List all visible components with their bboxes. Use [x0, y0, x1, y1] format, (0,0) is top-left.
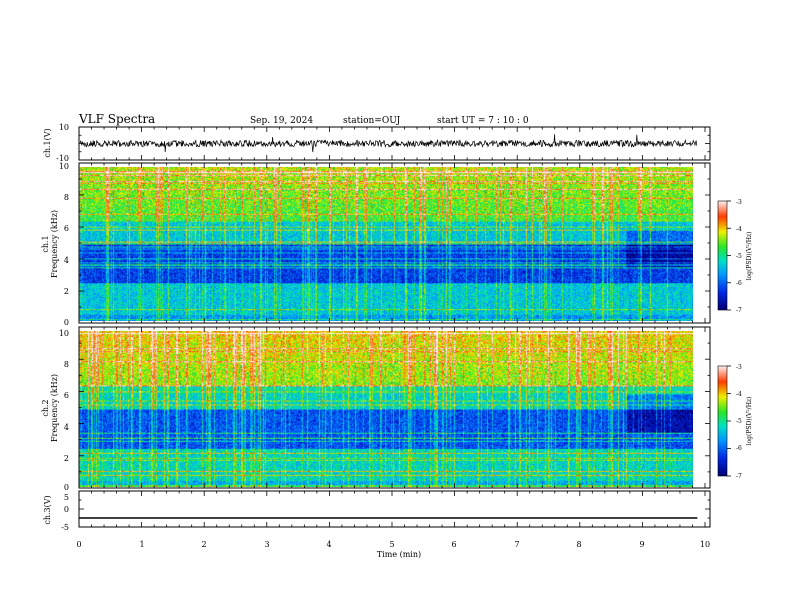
ch3-wave-ytick-label: -5	[61, 523, 69, 532]
ch1-spec-ytick-label: 0	[64, 318, 69, 327]
ch2-colorbar-label: log(PSD)(V²/Hz)	[746, 397, 753, 446]
ch2-spec-ytick-label: 8	[64, 360, 69, 369]
xtick-label: 7	[514, 540, 519, 549]
xtick-label: 8	[576, 540, 581, 549]
xtick-label: 9	[639, 540, 644, 549]
ch1-colorbar-tick-label: -6	[736, 280, 742, 287]
ch1-colorbar-tick-label: -3	[736, 199, 742, 206]
ch3-wave-ytick-label: 5	[64, 493, 69, 502]
ch1-wave-ylabel: ch.1(V)	[43, 128, 52, 157]
figure-date: Sep. 19, 2024	[250, 116, 313, 126]
ch3-wave-ylabel: ch.3(V)	[43, 495, 52, 524]
ch3-waveform-frame	[78, 490, 711, 528]
ch1-wave-ytick-label: -10	[56, 154, 69, 163]
xaxis-title: Time (min)	[377, 550, 421, 559]
ch1-spec-ylabel-channel: ch.1	[41, 235, 50, 252]
ch2-spec-ylabel-frequency: Frequency (kHz)	[50, 374, 59, 442]
xtick-label: 10	[700, 540, 710, 549]
xtick-label: 6	[451, 540, 456, 549]
xtick-label: 2	[201, 540, 206, 549]
ch1-spec-ytick-label: 8	[64, 193, 69, 202]
ch2-colorbar-tick-label: -5	[736, 418, 742, 425]
ch1-waveform-trace	[79, 134, 698, 153]
ch1-spectrogram-image	[79, 167, 693, 321]
ch1-colorbar-tick-label: -4	[736, 226, 742, 233]
ch2-colorbar-tick-label: -4	[736, 391, 742, 398]
ch2-colorbar-tick-label: -7	[736, 473, 742, 480]
figure-start-time: start UT = 7 : 10 : 0	[437, 116, 529, 126]
xtick-label: 3	[264, 540, 269, 549]
ch1-colorbar-tick-label: -5	[736, 253, 742, 260]
ch1-wave-ytick-label: 10	[59, 123, 69, 132]
ch1-spec-ytick-label: 4	[64, 256, 69, 265]
ch2-spec-ytick-label: 4	[64, 423, 69, 432]
ch2-spec-ylabel-channel: ch.2	[41, 399, 50, 416]
ch1-colorbar	[718, 201, 727, 310]
figure-title: VLF Spectra	[78, 112, 155, 126]
xtick-label: 1	[139, 540, 144, 549]
ch1-spec-ytick-label: 2	[64, 287, 69, 296]
ch2-spec-ytick-label: 2	[64, 454, 69, 463]
ch2-colorbar-tick-label: -3	[736, 364, 742, 371]
ch1-spec-ytick-label: 10	[59, 162, 69, 171]
axis-ticks	[78, 126, 731, 528]
ch3-wave-ytick-label: 0	[64, 505, 69, 514]
ch2-colorbar-tick-label: -6	[736, 445, 742, 452]
xtick-label: 5	[389, 540, 394, 549]
ch1-spec-ytick-label: 6	[64, 224, 69, 233]
xtick-label: 4	[326, 540, 331, 549]
ch1-colorbar-label: log(PSD)(V²/Hz)	[746, 232, 753, 281]
ch2-colorbar	[718, 366, 727, 476]
ch2-spectrogram-image	[79, 331, 693, 487]
ch1-spec-ylabel-frequency: Frequency (kHz)	[50, 210, 59, 278]
ch2-spec-ytick-label: 0	[64, 483, 69, 492]
figure-station: station=OUJ	[343, 116, 401, 126]
xtick-label: 0	[76, 540, 81, 549]
ch2-spec-ytick-label: 10	[59, 329, 69, 338]
ch1-colorbar-tick-label: -7	[736, 307, 742, 314]
ch2-spec-ytick-label: 6	[64, 391, 69, 400]
